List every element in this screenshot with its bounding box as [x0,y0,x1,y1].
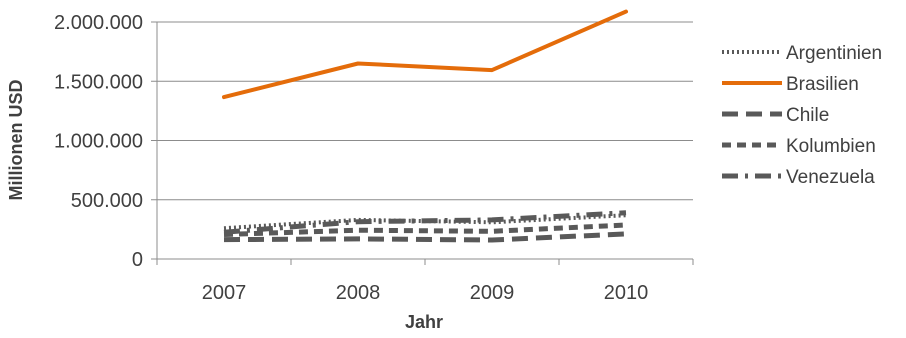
y-tick-label: 2.000.000 [54,12,143,34]
series-layer [222,9,628,243]
legend-label-chile: Chile [786,105,829,126]
x-tick-label: 2009 [470,282,515,304]
x-axis-title: Jahr [405,312,443,332]
y-tick-label: 1.000.000 [54,131,143,153]
y-tick-label: 1.500.000 [54,71,143,93]
x-tick-label: 2007 [202,282,247,304]
y-axis: 0 500.000 1.000.000 1.500.000 2.000.000 [54,12,158,271]
y-axis-title: Millionen USD [6,80,26,201]
y-tick-label: 500.000 [71,190,143,212]
legend-label-argentinien: Argentinien [786,43,882,64]
x-tick-label: 2008 [336,282,381,304]
y-tick-label: 0 [132,249,143,271]
series-line-brasilien [222,9,628,100]
series-line-chile [223,231,627,243]
x-tick-label: 2010 [604,282,649,304]
legend-label-kolumbien: Kolumbien [786,136,876,157]
series-line-venezuela [223,210,627,235]
gridlines [157,21,693,201]
x-axis: 2007 2008 2009 2010 [156,258,694,304]
legend-label-brasilien: Brasilien [786,74,859,95]
series-line-kolumbien [223,222,627,237]
legend: Argentinien Brasilien Chile Kolumbien Venezu… [722,43,882,188]
legend-label-venezuela: Venezuela [786,167,875,188]
